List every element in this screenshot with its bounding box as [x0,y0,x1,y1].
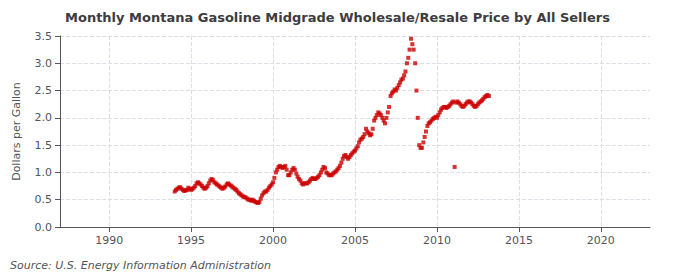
svg-text:2005: 2005 [341,234,369,247]
svg-text:2015: 2015 [505,234,533,247]
svg-text:1.0: 1.0 [35,166,53,179]
svg-text:1995: 1995 [177,234,205,247]
svg-text:1.5: 1.5 [35,139,53,152]
svg-text:3.0: 3.0 [35,57,53,70]
svg-text:3.5: 3.5 [35,30,53,43]
svg-text:Dollars per Gallon: Dollars per Gallon [10,82,23,181]
svg-text:Monthly Montana Gasoline Midgr: Monthly Montana Gasoline Midgrade Wholes… [65,10,610,25]
svg-text:2.0: 2.0 [35,111,53,124]
svg-text:2.5: 2.5 [35,84,53,97]
svg-text:Source: U.S. Energy Informatio: Source: U.S. Energy Information Administ… [10,259,271,272]
svg-text:0.5: 0.5 [35,193,53,206]
svg-text:0.0: 0.0 [35,221,53,234]
svg-text:2020: 2020 [587,234,615,247]
svg-text:2010: 2010 [423,234,451,247]
svg-text:1990: 1990 [95,234,123,247]
svg-text:2000: 2000 [259,234,287,247]
